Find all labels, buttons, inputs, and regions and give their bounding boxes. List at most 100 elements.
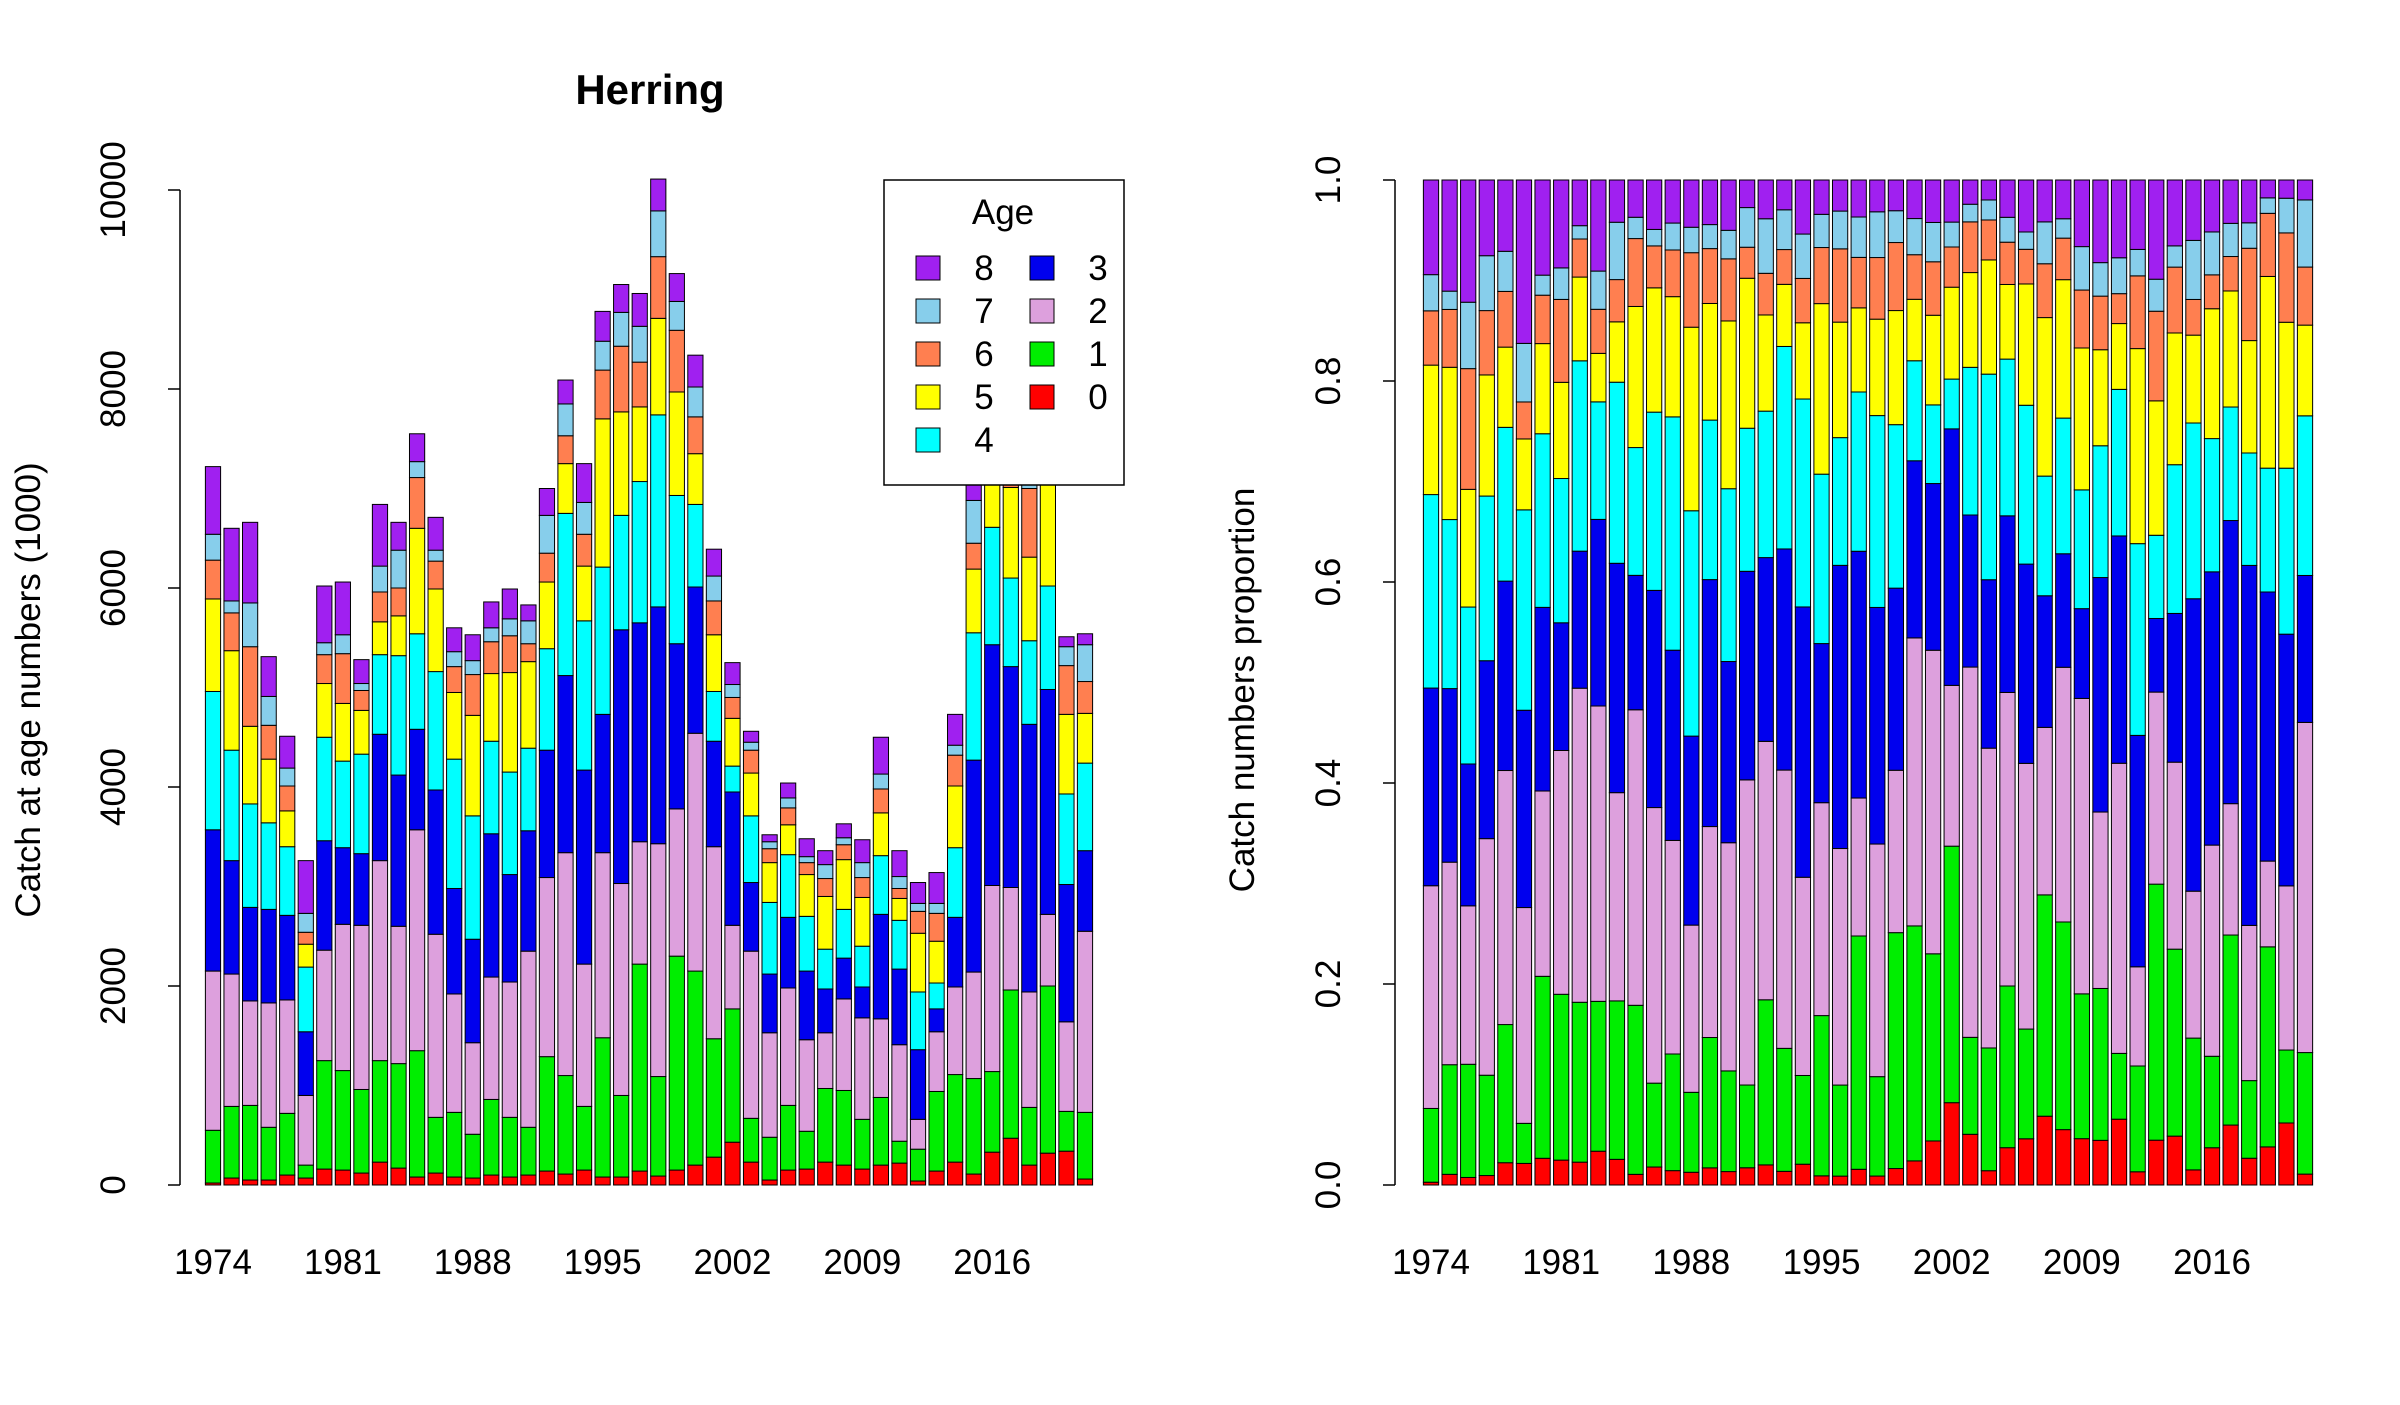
bar-segment-1975-age-6 (223, 612, 240, 652)
proportion-segment-2015-age-0 (2185, 1169, 2202, 1186)
bar-segment-2012-age-7 (909, 902, 927, 912)
proportion-segment-1980-age-4 (1534, 433, 1551, 608)
proportion-segment-2002-age-5 (1943, 286, 1960, 380)
bar-segment-1986-age-2 (427, 933, 444, 1118)
proportion-segment-1974-age-2 (1422, 885, 1440, 1109)
bar-segment-2010-age-8 (872, 736, 890, 775)
proportion-segment-1983-age-4 (1590, 401, 1607, 520)
bar-segment-1997-age-0 (631, 1170, 648, 1186)
bar-segment-1986-age-4 (427, 671, 444, 791)
left-x-tick-label: 1974 (174, 1243, 252, 1282)
bar-segment-1999-age-0 (668, 1169, 685, 1186)
proportion-segment-2003-age-6 (1962, 221, 1979, 274)
bar-segment-2005-age-0 (780, 1169, 797, 1186)
bar-segment-2002-age-5 (724, 717, 741, 767)
proportion-segment-2018-age-0 (2241, 1157, 2258, 1186)
proportion-segment-2005-age-2 (1999, 691, 2016, 987)
proportion-segment-2009-age-5 (2073, 347, 2090, 491)
right-x-tick-label: 1981 (1522, 1243, 1600, 1282)
proportion-segment-1978-age-2 (1497, 770, 1514, 1026)
bar-segment-1980-age-5 (316, 683, 333, 738)
proportion-segment-2002-age-2 (1943, 684, 1960, 847)
proportion-segment-2014-age-0 (2166, 1135, 2183, 1186)
proportion-segment-2002-age-0 (1943, 1102, 1960, 1186)
right-y-tick-label: 0.2 (1309, 960, 1348, 1009)
left-y-tick-label: 6000 (94, 549, 133, 627)
bar-segment-2017-age-5 (1002, 487, 1019, 579)
bar-segment-1996-age-6 (613, 345, 630, 413)
bar-segment-1975-age-3 (223, 860, 240, 975)
proportion-segment-1985-age-7 (1627, 216, 1644, 240)
bar-segment-2017-age-1 (1002, 989, 1019, 1139)
proportion-segment-1993-age-5 (1776, 283, 1793, 347)
bar-segment-2010-age-3 (872, 913, 890, 1020)
bar-segment-2009-age-1 (854, 1118, 871, 1170)
bar-segment-2006-age-5 (798, 874, 815, 917)
bar-segment-2008-age-2 (835, 998, 852, 1091)
proportion-segment-2019-age-7 (2259, 197, 2276, 214)
proportion-segment-1993-age-1 (1776, 1047, 1793, 1172)
bar-segment-1992-age-2 (538, 877, 556, 1058)
bar-segment-2014-age-4 (947, 847, 964, 918)
proportion-segment-1999-age-2 (1887, 769, 1905, 934)
proportion-segment-1983-age-5 (1590, 352, 1607, 403)
bar-segment-1986-age-3 (427, 789, 444, 935)
proportion-segment-1996-age-3 (1831, 564, 1849, 850)
proportion-segment-1993-age-0 (1776, 1170, 1793, 1186)
proportion-segment-2008-age-0 (2055, 1129, 2072, 1186)
proportion-segment-1998-age-4 (1869, 415, 1886, 608)
bar-segment-1991-age-0 (520, 1174, 537, 1186)
proportion-segment-1975-age-3 (1441, 688, 1458, 863)
proportion-segment-2003-age-8 (1962, 179, 1979, 205)
proportion-segment-1996-age-6 (1831, 248, 1849, 323)
bar-segment-1986-age-7 (427, 549, 444, 562)
bar-segment-1979-age-4 (297, 966, 314, 1033)
bar-segment-2011-age-4 (891, 919, 908, 970)
proportion-segment-1976-age-1 (1460, 1063, 1477, 1178)
bar-segment-2003-age-8 (742, 730, 760, 743)
bar-segment-2012-age-3 (909, 1049, 927, 1120)
bar-segment-1997-age-8 (631, 292, 648, 327)
bar-segment-1985-age-2 (408, 829, 426, 1052)
proportion-segment-1974-age-8 (1422, 179, 1440, 276)
bar-segment-2010-age-1 (872, 1096, 890, 1166)
proportion-segment-2006-age-5 (2017, 283, 2035, 406)
bar-segment-2017-age-2 (1002, 887, 1019, 991)
bar-segment-1978-age-4 (279, 846, 296, 916)
proportion-segment-2016-age-7 (2203, 231, 2221, 276)
proportion-segment-1991-age-7 (1739, 207, 1756, 248)
proportion-segment-2021-age-4 (2296, 415, 2314, 576)
bar-segment-1990-age-2 (501, 981, 518, 1118)
proportion-segment-1976-age-5 (1460, 488, 1477, 608)
proportion-segment-1993-age-4 (1776, 345, 1793, 550)
proportion-segment-2003-age-5 (1962, 272, 1979, 368)
proportion-segment-2018-age-6 (2241, 247, 2258, 342)
bar-segment-1976-age-8 (242, 521, 259, 604)
proportion-segment-1991-age-1 (1739, 1084, 1756, 1169)
bar-segment-2020-age-5 (1058, 713, 1075, 795)
proportion-segment-1978-age-4 (1497, 426, 1514, 582)
proportion-segment-2021-age-3 (2296, 574, 2314, 723)
bar-segment-1984-age-4 (390, 655, 407, 776)
proportion-segment-1988-age-2 (1683, 924, 1700, 1093)
bar-segment-1975-age-1 (223, 1105, 240, 1179)
proportion-segment-1987-age-8 (1664, 179, 1681, 224)
proportion-segment-1986-age-3 (1646, 589, 1663, 809)
bar-segment-1976-age-2 (242, 1000, 259, 1106)
proportion-segment-1992-age-3 (1757, 557, 1774, 742)
bar-segment-1983-age-6 (371, 591, 389, 623)
proportion-segment-1981-age-1 (1553, 993, 1570, 1161)
proportion-segment-2005-age-3 (1999, 515, 2016, 693)
proportion-segment-1997-age-5 (1850, 307, 1867, 393)
proportion-segment-1992-age-7 (1757, 218, 1774, 274)
bar-segment-1991-age-5 (520, 661, 537, 749)
bar-segment-1983-age-2 (371, 860, 389, 1062)
proportion-segment-2002-age-3 (1943, 428, 1960, 686)
bar-segment-1987-age-8 (446, 627, 463, 653)
proportion-segment-2015-age-4 (2185, 422, 2202, 600)
proportion-segment-2007-age-3 (2036, 595, 2053, 728)
bar-segment-1975-age-4 (223, 749, 240, 862)
bar-segment-2010-age-4 (872, 855, 890, 915)
proportion-segment-1986-age-2 (1646, 807, 1663, 1084)
bar-segment-2007-age-6 (817, 878, 834, 897)
